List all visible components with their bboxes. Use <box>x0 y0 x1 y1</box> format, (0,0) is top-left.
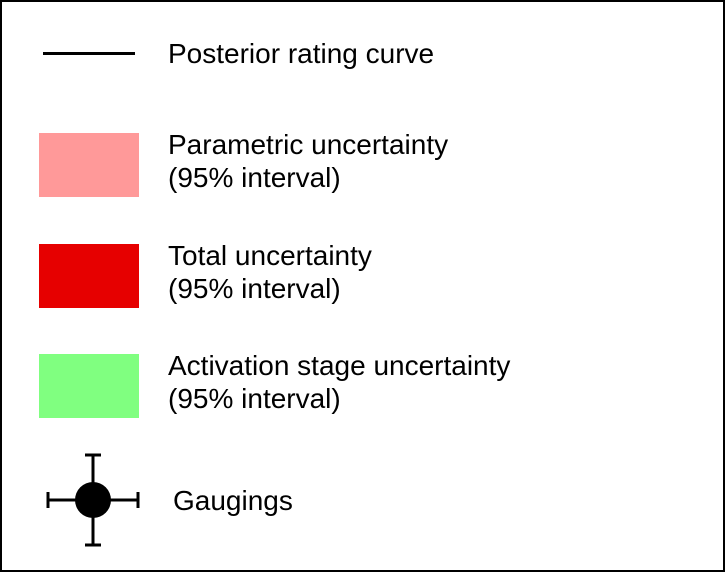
gaugings-label-line-1: Gaugings <box>173 485 293 516</box>
activation-stage-uncertainty-label: Activation stage uncertainty (95% interv… <box>168 349 510 415</box>
gaugings-label: Gaugings <box>173 484 293 517</box>
parametric-uncertainty-label: Parametric uncertainty (95% interval) <box>168 128 448 194</box>
total-uncertainty-label-line-1: Total uncertainty <box>168 240 372 271</box>
total-uncertainty-label-line-2: (95% interval) <box>168 273 341 304</box>
parametric-uncertainty-label-line-2: (95% interval) <box>168 162 341 193</box>
posterior-rating-curve-label-line-1: Posterior rating curve <box>168 38 435 69</box>
posterior-rating-curve-label: Posterior rating curve <box>168 37 434 70</box>
activation-stage-uncertainty-label-line-1: Activation stage uncertainty <box>168 350 511 381</box>
parametric-uncertainty-swatch <box>39 133 139 197</box>
gaugings-point-marker <box>75 482 111 518</box>
activation-stage-uncertainty-swatch <box>39 354 139 418</box>
gaugings-point-with-error-bars-symbol <box>46 453 140 547</box>
activation-stage-uncertainty-label-line-2: (95% interval) <box>168 383 341 414</box>
total-uncertainty-swatch <box>39 244 139 308</box>
parametric-uncertainty-label-line-1: Parametric uncertainty <box>168 129 449 160</box>
posterior-rating-curve-line-symbol <box>43 52 135 55</box>
total-uncertainty-label: Total uncertainty (95% interval) <box>168 239 372 305</box>
